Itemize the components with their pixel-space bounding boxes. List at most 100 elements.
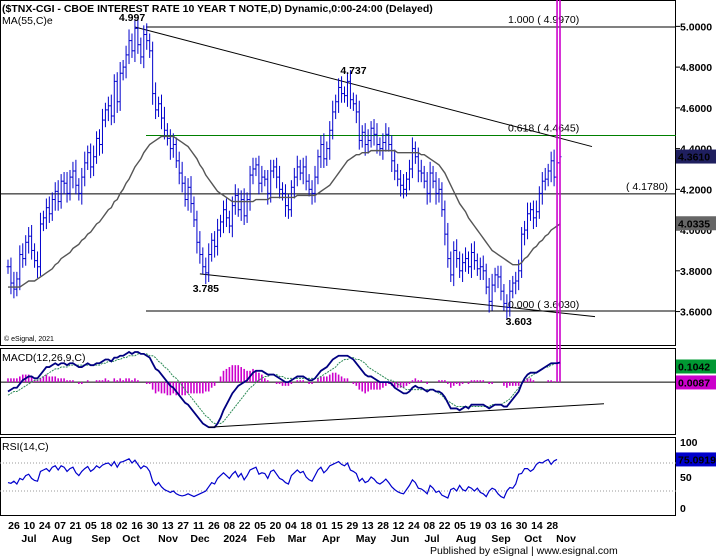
x-month-label: Dec bbox=[190, 533, 209, 545]
ma-value-badge-bg bbox=[676, 216, 716, 231]
x-day-label: 13 bbox=[162, 520, 174, 532]
fib-label: 1.000 ( 4.9970) bbox=[508, 14, 579, 26]
macd-hist-badge-bg bbox=[676, 375, 716, 390]
rsi-value-badge-bg bbox=[676, 452, 716, 467]
rsi-tick-label: 0 bbox=[680, 503, 686, 515]
chart-title: ($TNX-CGI - CBOE INTEREST RATE 10 YEAR T… bbox=[2, 3, 433, 15]
x-month-label: Sep bbox=[491, 533, 510, 545]
macd-panel bbox=[0, 348, 676, 435]
x-day-label: 21 bbox=[70, 520, 82, 532]
x-day-label: 26 bbox=[8, 520, 20, 532]
x-day-label: 20 bbox=[270, 520, 282, 532]
x-day-label: 30 bbox=[147, 520, 159, 532]
x-day-label: 22 bbox=[439, 520, 451, 532]
swing-annotation: 4.997 bbox=[119, 12, 145, 24]
price-tick-label: 3.8000 bbox=[680, 266, 712, 278]
x-day-label: 14 bbox=[531, 520, 543, 532]
macd-value-badge: 0.1042 bbox=[678, 361, 710, 373]
ma-legend: MA(55,C)e bbox=[2, 15, 53, 27]
macd-signal-line bbox=[7, 353, 555, 424]
x-month-label: Oct bbox=[524, 533, 542, 545]
x-axis: 26 10 24 07 21 05 18 02 16 30 13 27 11 26 08 22 05 20 04 18… bbox=[8, 520, 576, 545]
upper-trendline bbox=[134, 26, 593, 148]
rsi-value-badge: 75.0919 bbox=[678, 454, 716, 466]
x-month-label: Aug bbox=[52, 533, 72, 545]
rsi-panel bbox=[0, 437, 676, 516]
x-month-label: Apr bbox=[322, 533, 340, 545]
swing-annotation: 3.785 bbox=[193, 283, 219, 295]
x-day-label: 05 bbox=[454, 520, 466, 532]
price-tick-label: 5.0000 bbox=[680, 21, 712, 33]
copyright-label: © eSignal, 2021 bbox=[4, 335, 54, 343]
x-month-label: Nov bbox=[158, 533, 178, 545]
price-plot: 3.60003.80004.00004.20004.40004.60004.80… bbox=[0, 12, 716, 328]
x-day-label: 26 bbox=[208, 520, 220, 532]
price-tick-label: 4.6000 bbox=[680, 103, 712, 115]
rsi-line bbox=[7, 458, 558, 499]
x-day-label: 10 bbox=[24, 520, 36, 532]
macd-title: MACD(12,26,9,C) bbox=[2, 352, 85, 364]
x-day-label: 22 bbox=[239, 520, 251, 532]
x-month-label: Oct bbox=[122, 533, 140, 545]
macd-line bbox=[7, 350, 561, 429]
x-day-label: 01 bbox=[316, 520, 328, 532]
swing-annotation: 4.737 bbox=[340, 65, 366, 77]
x-day-label: 07 bbox=[54, 520, 66, 532]
x-day-label: 05 bbox=[254, 520, 266, 532]
x-day-label: 05 bbox=[85, 520, 97, 532]
x-month-label: May bbox=[356, 533, 377, 545]
x-day-label: 27 bbox=[177, 520, 189, 532]
x-month-label: Jun bbox=[391, 533, 410, 545]
x-month-label: Mar bbox=[288, 533, 307, 545]
ma-value-badge: 4.0335 bbox=[678, 218, 710, 230]
price-tick-label: 3.6000 bbox=[680, 307, 712, 319]
x-day-label: 08 bbox=[223, 520, 235, 532]
price-tick-label: 4.8000 bbox=[680, 62, 712, 74]
x-day-label: 11 bbox=[193, 520, 204, 532]
fib-label: ( 4.1780) bbox=[626, 181, 668, 193]
rsi-plot: 100 50 0 75.0919 bbox=[0, 437, 716, 515]
x-day-label: 24 bbox=[408, 520, 420, 532]
macd-trendline bbox=[208, 403, 605, 428]
x-day-label: 24 bbox=[39, 520, 51, 532]
lower-trendline bbox=[199, 273, 596, 318]
x-day-label: 19 bbox=[470, 520, 482, 532]
x-day-label: 03 bbox=[485, 520, 497, 532]
x-month-label: Aug bbox=[456, 533, 476, 545]
fib-label: 0.000 ( 3.6030) bbox=[508, 299, 579, 311]
x-day-label: 18 bbox=[100, 520, 112, 532]
price-tick-label: 4.2000 bbox=[680, 184, 712, 196]
rsi-tick-label: 100 bbox=[680, 437, 698, 449]
rsi-title: RSI(14,C) bbox=[2, 441, 49, 453]
last-price-badge-bg bbox=[676, 149, 716, 164]
x-month-label: Jul bbox=[424, 533, 439, 545]
ma-line bbox=[8, 135, 561, 288]
x-day-label: 16 bbox=[500, 520, 512, 532]
fib-label: 0.618 ( 4.4645) bbox=[508, 122, 579, 134]
swing-annotation: 3.603 bbox=[506, 316, 532, 328]
x-day-label: 08 bbox=[423, 520, 435, 532]
x-month-label: Jul bbox=[21, 533, 36, 545]
macd-hist-badge: 0.0087 bbox=[678, 377, 710, 389]
x-month-label: Nov bbox=[556, 533, 576, 545]
macd-value-badge-bg bbox=[676, 359, 716, 374]
x-day-label: 18 bbox=[300, 520, 312, 532]
x-day-label: 28 bbox=[377, 520, 389, 532]
x-day-label: 13 bbox=[362, 520, 374, 532]
x-month-label: Sep bbox=[91, 533, 110, 545]
x-day-label: 04 bbox=[285, 520, 297, 532]
x-day-label: 16 bbox=[131, 520, 143, 532]
x-month-label: 2024 bbox=[223, 533, 247, 545]
x-day-label: 02 bbox=[116, 520, 128, 532]
footer-label: Published by eSignal | www.esignal.com bbox=[430, 545, 618, 557]
x-month-label: Feb bbox=[257, 533, 276, 545]
x-day-label: 12 bbox=[393, 520, 405, 532]
macd-plot: 0.1042 0.0087 bbox=[0, 0, 716, 429]
rsi-tick-label: 50 bbox=[680, 472, 692, 484]
last-price-badge: 4.3610 bbox=[678, 152, 710, 164]
x-day-label: 15 bbox=[331, 520, 343, 532]
x-day-label: 29 bbox=[347, 520, 359, 532]
x-day-label: 30 bbox=[516, 520, 528, 532]
x-day-label: 28 bbox=[546, 520, 558, 532]
